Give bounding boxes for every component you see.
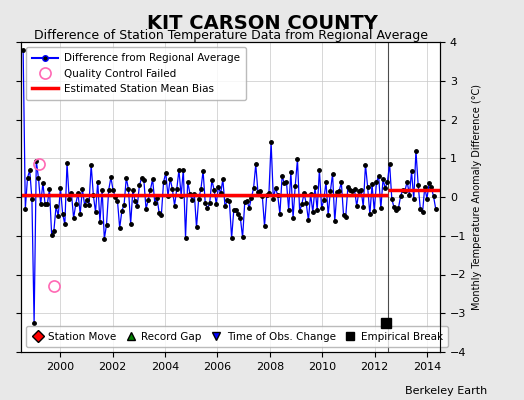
Y-axis label: Monthly Temperature Anomaly Difference (°C): Monthly Temperature Anomaly Difference (… (472, 84, 482, 310)
Text: Berkeley Earth: Berkeley Earth (405, 386, 487, 396)
Legend: Station Move, Record Gap, Time of Obs. Change, Empirical Break: Station Move, Record Gap, Time of Obs. C… (26, 326, 448, 347)
Text: KIT CARSON COUNTY: KIT CARSON COUNTY (147, 14, 377, 33)
Title: Difference of Station Temperature Data from Regional Average: Difference of Station Temperature Data f… (34, 29, 428, 42)
